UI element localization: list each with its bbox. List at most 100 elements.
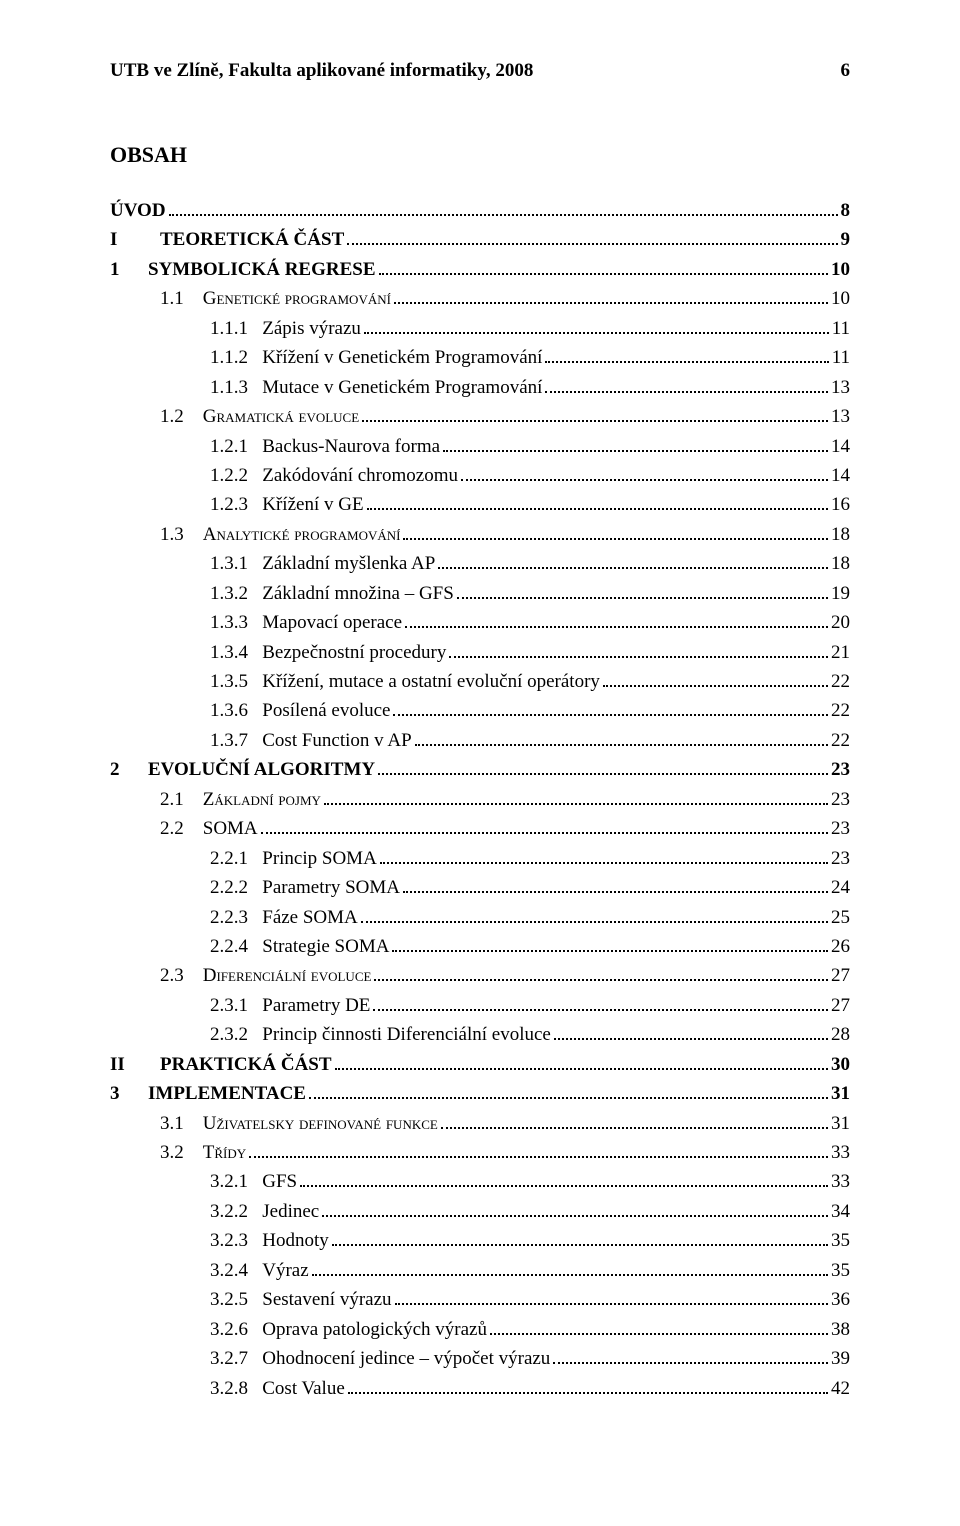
toc-number: 1.2	[160, 402, 203, 431]
toc-number: 2.1	[160, 785, 203, 814]
toc-number: 2	[110, 755, 148, 784]
toc-row: 3.2.2 Jedinec34	[110, 1197, 850, 1226]
toc-number: 1.1.3	[210, 373, 262, 402]
toc-leader-dots	[394, 288, 828, 304]
toc-number: 2.2.1	[210, 844, 262, 873]
toc-label: Mutace v Genetickém Programování	[262, 373, 542, 402]
toc-page-number: 21	[831, 638, 850, 667]
toc-page-number: 23	[831, 755, 850, 784]
toc-leader-dots	[309, 1083, 828, 1099]
toc-number: 3.2.6	[210, 1315, 262, 1344]
toc-leader-dots	[405, 612, 828, 628]
toc-page-number: 23	[831, 814, 850, 843]
toc-part-roman: II	[110, 1050, 160, 1079]
toc-leader-dots	[415, 730, 828, 746]
toc-page-number: 13	[831, 402, 850, 431]
toc-page-number: 31	[831, 1079, 850, 1108]
toc-page-number: 13	[831, 373, 850, 402]
toc-number: 1.3.4	[210, 638, 262, 667]
toc-row: 1.3.6 Posílená evoluce22	[110, 696, 850, 725]
toc-row: 2.1 Základní pojmy23	[110, 785, 850, 814]
toc-row: 3.2.7 Ohodnocení jedince – výpočet výraz…	[110, 1344, 850, 1373]
toc-row: 1.3 Analytické programování18	[110, 520, 850, 549]
toc-page-number: 24	[831, 873, 850, 902]
toc-label: Jedinec	[262, 1197, 319, 1226]
toc-leader-dots	[364, 318, 829, 334]
toc-label: Ohodnocení jedince – výpočet výrazu	[262, 1344, 550, 1373]
toc-label: Parametry SOMA	[262, 873, 400, 902]
toc-label: Oprava patologických výrazů	[262, 1315, 487, 1344]
toc-label: GFS	[262, 1167, 297, 1196]
toc-leader-dots	[553, 1348, 828, 1364]
toc-leader-dots	[379, 259, 828, 275]
toc-leader-dots	[457, 582, 828, 598]
toc-number: 3.2.4	[210, 1256, 262, 1285]
toc-number: 2.3.1	[210, 991, 262, 1020]
toc-leader-dots	[461, 465, 828, 481]
toc-row: 2 EVOLUČNÍ ALGORITMY23	[110, 755, 850, 784]
toc-row: 1 SYMBOLICKÁ REGRESE10	[110, 255, 850, 284]
toc-page-number: 27	[831, 961, 850, 990]
toc-leader-dots	[374, 965, 828, 981]
toc-leader-dots	[449, 641, 828, 657]
toc-row: 2.2.4 Strategie SOMA26	[110, 932, 850, 961]
toc-part-label: PRAKTICKÁ ČÁST	[160, 1050, 332, 1079]
toc-row: 1.3.1 Základní myšlenka AP18	[110, 549, 850, 578]
toc-number: 3.2	[160, 1138, 203, 1167]
toc-page-number: 33	[831, 1167, 850, 1196]
toc-page-number: 22	[831, 726, 850, 755]
toc-label: Mapovací operace	[262, 608, 402, 637]
toc-page-number: 23	[831, 785, 850, 814]
toc-number: 2.2.2	[210, 873, 262, 902]
toc-row: 1.2.2 Zakódování chromozomu14	[110, 461, 850, 490]
toc-label: Diferenciální evoluce	[203, 961, 372, 990]
toc-number: 1.3.1	[210, 549, 262, 578]
toc-page-number: 35	[831, 1226, 850, 1255]
toc-label: Parametry DE	[262, 991, 370, 1020]
toc-page-number: 36	[831, 1285, 850, 1314]
toc-row: 1.3.7 Cost Function v AP22	[110, 726, 850, 755]
toc-leader-dots	[380, 847, 828, 863]
toc-label: Výraz	[262, 1256, 308, 1285]
toc-page-number: 42	[831, 1374, 850, 1403]
toc-number: 1.1	[160, 284, 203, 313]
toc-row: 1.3.5 Křížení, mutace a ostatní evoluční…	[110, 667, 850, 696]
toc-row: 1.3.3 Mapovací operace20	[110, 608, 850, 637]
toc-leader-dots	[545, 347, 828, 363]
toc-page-number: 33	[831, 1138, 850, 1167]
toc-label: Fáze SOMA	[262, 903, 358, 932]
toc-leader-dots	[545, 376, 828, 392]
toc-label: Genetické programování	[203, 284, 391, 313]
toc-leader-dots	[169, 200, 838, 216]
toc-label: IMPLEMENTACE	[148, 1079, 306, 1108]
toc-page-number: 22	[831, 667, 850, 696]
toc-leader-dots	[373, 995, 828, 1011]
toc-leader-dots	[348, 1377, 828, 1393]
toc-row: 2.2.3 Fáze SOMA25	[110, 903, 850, 932]
toc-page-number: 31	[831, 1109, 850, 1138]
toc-label: Křížení v GE	[262, 490, 363, 519]
toc-row: 3 IMPLEMENTACE31	[110, 1079, 850, 1108]
toc-part-label: TEORETICKÁ ČÁST	[160, 225, 344, 254]
toc-number: 2.2.4	[210, 932, 262, 961]
header-left: UTB ve Zlíně, Fakulta aplikované informa…	[110, 60, 533, 82]
toc-part-row: ITEORETICKÁ ČÁST9	[110, 225, 850, 254]
toc-row: 3.2.6 Oprava patologických výrazů38	[110, 1315, 850, 1344]
toc-label: Cost Function v AP	[262, 726, 411, 755]
toc-label: Zakódování chromozomu	[262, 461, 458, 490]
toc-leader-dots	[249, 1142, 828, 1158]
toc-row: 1.2.1 Backus-Naurova forma14	[110, 432, 850, 461]
toc-row: 1.2 Gramatická evoluce13	[110, 402, 850, 431]
toc-label: Backus-Naurova forma	[262, 432, 440, 461]
toc-number: 1.2.1	[210, 432, 262, 461]
toc-page-number: 8	[841, 196, 851, 225]
toc-row: 3.2.1 GFS33	[110, 1167, 850, 1196]
toc-leader-dots	[392, 936, 828, 952]
toc-leader-dots	[362, 406, 828, 422]
toc-row: 2.3.1 Parametry DE27	[110, 991, 850, 1020]
toc-label: Hodnoty	[262, 1226, 329, 1255]
toc-number: 1.3.3	[210, 608, 262, 637]
toc-row: 1.1.3 Mutace v Genetickém Programování 13	[110, 373, 850, 402]
toc-page-number: 11	[832, 343, 850, 372]
toc-container: ÚVOD8ITEORETICKÁ ČÁST91 SYMBOLICKÁ REGRE…	[110, 196, 850, 1403]
